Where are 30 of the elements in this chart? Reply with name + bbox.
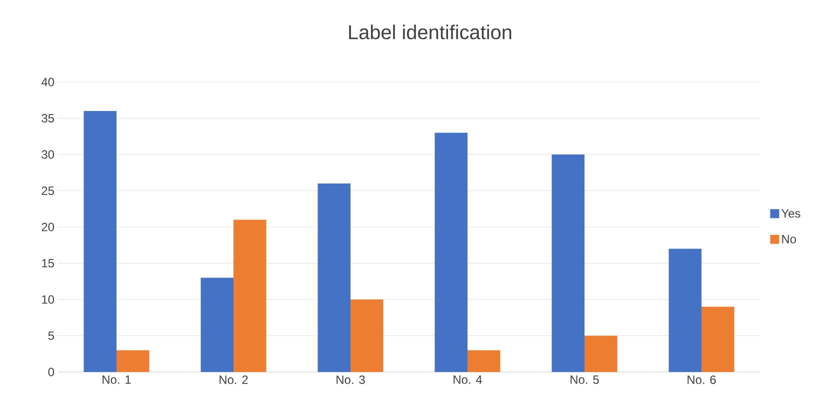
- y-tick-label: 30: [42, 150, 54, 159]
- bar: [468, 350, 500, 372]
- legend-label: No: [782, 235, 796, 244]
- bar: [434, 132, 468, 372]
- bar: [584, 336, 618, 372]
- bar: [84, 111, 116, 372]
- y-tick-label: 20: [42, 222, 54, 232]
- bar: [318, 184, 350, 372]
- y-tick-label: 40: [41, 78, 54, 86]
- x-tick-label: No. 6: [688, 376, 716, 384]
- bar: [116, 350, 150, 372]
- bar: [702, 306, 734, 372]
- bar: [552, 154, 585, 372]
- chart-title: Label identification: [349, 24, 512, 40]
- y-tick-label: 15: [42, 259, 54, 268]
- x-tick-label: No. 4: [454, 376, 482, 384]
- legend-label: Yes: [781, 209, 800, 218]
- bar: [350, 300, 384, 372]
- y-tick-label: 25: [42, 186, 54, 195]
- bar: [234, 220, 266, 372]
- x-tick-label: No. 3: [336, 376, 365, 384]
- y-tick-label: 10: [42, 295, 54, 304]
- y-tick-label: 5: [48, 332, 54, 340]
- x-tick-label: No. 2: [220, 376, 248, 384]
- y-tick-label: 35: [42, 114, 54, 122]
- y-tick-label: 0: [48, 368, 54, 376]
- bar: [668, 248, 702, 372]
- bar: [200, 278, 234, 372]
- x-tick-label: No. 1: [102, 376, 131, 384]
- x-tick-label: No. 5: [570, 376, 599, 384]
